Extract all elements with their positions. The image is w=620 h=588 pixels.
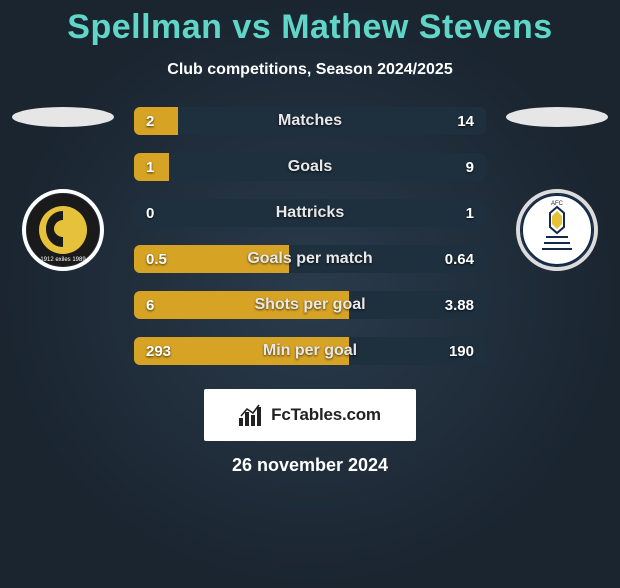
- club-crest-right: AFC: [516, 189, 598, 271]
- metric-label: Hattricks: [188, 204, 432, 222]
- metric-row: 6Shots per goal3.88: [134, 291, 486, 319]
- metric-value-right: 0.64: [432, 251, 486, 268]
- metric-value-left: 6: [134, 297, 188, 314]
- left-player-col: 1912 exiles 1989: [8, 107, 118, 271]
- metric-row: 1Goals9: [134, 153, 486, 181]
- metric-value-left: 0.5: [134, 251, 188, 268]
- page-title: Spellman vs Mathew Stevens: [0, 8, 620, 47]
- metric-label: Shots per goal: [188, 296, 432, 314]
- metric-value-left: 0: [134, 205, 188, 222]
- metric-value-right: 1: [432, 205, 486, 222]
- metric-value-left: 293: [134, 343, 188, 360]
- as-of-date: 26 november 2024: [0, 455, 620, 476]
- brand-text: FcTables.com: [271, 405, 381, 425]
- metrics-bars: 2Matches141Goals90Hattricks10.5Goals per…: [134, 107, 486, 365]
- metric-value-left: 2: [134, 113, 188, 130]
- player-shadow-right: [506, 107, 608, 127]
- metric-value-right: 9: [432, 159, 486, 176]
- metric-value-right: 3.88: [432, 297, 486, 314]
- metric-label: Min per goal: [188, 342, 432, 360]
- metric-row: 293Min per goal190: [134, 337, 486, 365]
- metric-value-left: 1: [134, 159, 188, 176]
- subtitle: Club competitions, Season 2024/2025: [0, 61, 620, 79]
- metric-label: Goals per match: [188, 250, 432, 268]
- metric-row: 2Matches14: [134, 107, 486, 135]
- metric-row: 0.5Goals per match0.64: [134, 245, 486, 273]
- brand-icon: [239, 404, 265, 426]
- svg-text:1912 exiles 1989: 1912 exiles 1989: [40, 257, 86, 263]
- metric-row: 0Hattricks1: [134, 199, 486, 227]
- title-vs: vs: [232, 8, 271, 46]
- metric-value-right: 190: [432, 343, 486, 360]
- svg-text:AFC: AFC: [551, 201, 564, 207]
- metric-value-right: 14: [432, 113, 486, 130]
- title-left: Spellman: [67, 8, 222, 46]
- player-shadow-left: [12, 107, 114, 127]
- comparison-panel: 1912 exiles 1989 2Matches141Goals90Hattr…: [0, 107, 620, 365]
- brand-badge[interactable]: FcTables.com: [204, 389, 416, 441]
- club-crest-left: 1912 exiles 1989: [22, 189, 104, 271]
- title-right: Mathew Stevens: [281, 8, 553, 46]
- right-player-col: AFC: [502, 107, 612, 271]
- metric-label: Goals: [188, 158, 432, 176]
- metric-label: Matches: [188, 112, 432, 130]
